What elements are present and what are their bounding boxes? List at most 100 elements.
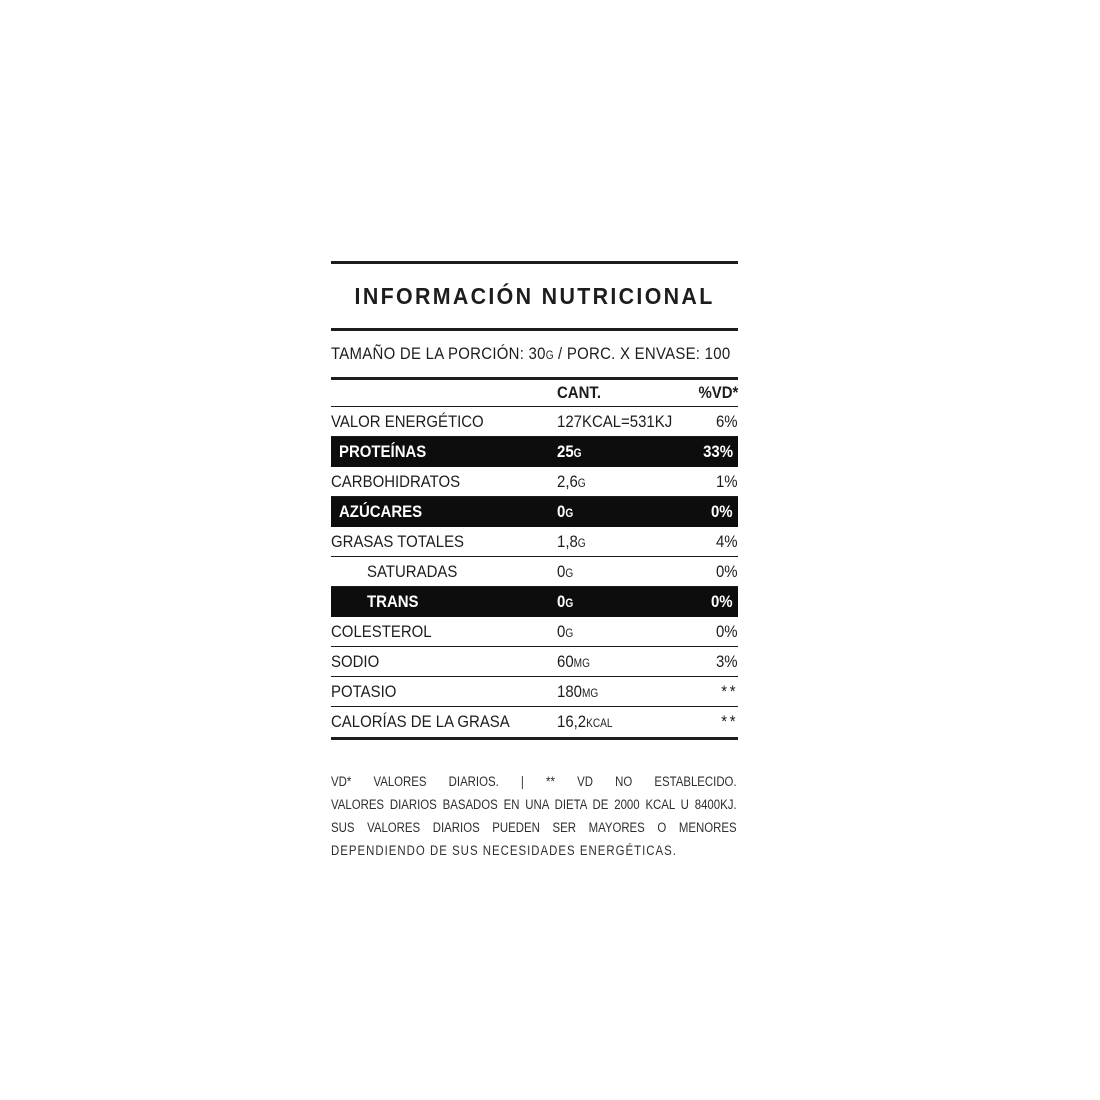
table-row: SODIO 60MG 3% (331, 647, 738, 677)
table-row: CARBOHIDRATOS 2,6G 1% (331, 467, 738, 497)
amount-value: 2,6 (557, 471, 578, 491)
nutrient-name-cell: COLESTEROL (331, 622, 557, 642)
footnote: VD* VALORES DIARIOS. | ** VD NO ESTABLEC… (331, 770, 738, 862)
footnote-line: SUS VALORES DIARIOS PUEDEN SER MAYORES O… (331, 820, 737, 835)
amount-column-header-cell: CANT. (557, 383, 674, 403)
dv-column-header: %VD* (698, 383, 738, 402)
dv-value: 0% (716, 621, 738, 641)
table-row: CALORÍAS DE LA GRASA 16,2KCAL ** (331, 707, 738, 737)
amount-cell: 25G (557, 442, 669, 462)
amount-value: 0 (557, 502, 566, 521)
nutrient-name-cell: TRANS (339, 592, 557, 612)
nutrient-table: VALOR ENERGÉTICO 127KCAL=531KJ 6% PROTEÍ… (331, 407, 738, 737)
nutrient-name-cell: SODIO (331, 652, 557, 672)
dv-value: ** (721, 681, 738, 701)
dv-cell: 33% (669, 442, 733, 462)
nutrient-name-cell: CARBOHIDRATOS (331, 472, 557, 492)
amount-value: 25 (557, 442, 574, 461)
dv-cell: 0% (674, 562, 738, 582)
amount-value: 180 (557, 681, 582, 701)
amount-text: 127KCAL=531KJ (557, 412, 672, 432)
dv-cell: 1% (674, 472, 738, 492)
nutrition-facts-panel: INFORMACIÓN NUTRICIONAL TAMAÑO DE LA POR… (331, 261, 738, 862)
serving-divider (331, 377, 738, 380)
nutrient-name-cell: POTASIO (331, 682, 557, 702)
amount-cell: 180MG (557, 682, 674, 702)
amount-unit: G (577, 477, 586, 490)
amount-cell: 127KCAL=531KJ (557, 412, 674, 432)
amount-unit: G (565, 627, 574, 640)
nutrient-name: AZÚCARES (339, 502, 423, 521)
dv-cell: 4% (674, 532, 738, 552)
nutrient-name-cell: AZÚCARES (339, 502, 557, 522)
amount-text: 180MG (557, 682, 598, 702)
panel-title: INFORMACIÓN NUTRICIONAL (354, 282, 715, 309)
amount-value: 0 (557, 561, 566, 581)
amount-text: 25G (557, 442, 582, 462)
dv-cell: 0% (669, 592, 733, 612)
amount-text: 0G (557, 562, 573, 582)
dv-value: 4% (716, 531, 738, 551)
nutrient-name: CARBOHIDRATOS (331, 471, 461, 491)
nutrient-name: SODIO (331, 651, 380, 671)
amount-cell: 0G (557, 592, 669, 612)
nutrient-name-cell: SATURADAS (331, 562, 557, 582)
amount-unit: G (573, 448, 582, 460)
dv-value: 0% (711, 592, 733, 611)
amount-text: 1,8G (557, 532, 586, 552)
serving-info: TAMAÑO DE LA PORCIÓN: 30G / PORC. X ENVA… (331, 331, 738, 377)
amount-cell: 1,8G (557, 532, 674, 552)
serving-text-post: / PORC. X ENVASE: 100 (553, 344, 731, 363)
amount-text: 16,2KCAL (557, 712, 613, 732)
amount-value: 60 (557, 651, 574, 671)
dv-cell: 6% (674, 412, 738, 432)
table-row: POTASIO 180MG ** (331, 677, 738, 707)
serving-text-pre: TAMAÑO DE LA PORCIÓN: 30 (331, 344, 546, 363)
dv-cell: 3% (674, 652, 738, 672)
dv-column-header-cell: %VD* (674, 383, 738, 403)
amount-unit: KCAL (586, 718, 613, 730)
amount-unit: G (565, 567, 574, 580)
serving-unit: G (545, 350, 554, 362)
title-block: INFORMACIÓN NUTRICIONAL (331, 264, 738, 328)
nutrient-name: POTASIO (331, 681, 397, 701)
amount-value: 0 (557, 621, 566, 641)
amount-value: 127KCAL=531KJ (557, 411, 673, 431)
nutrient-name: VALOR ENERGÉTICO (331, 411, 484, 431)
dv-cell: 0% (674, 622, 738, 642)
dv-value: 3% (716, 651, 738, 671)
dv-value: ** (721, 712, 738, 731)
amount-unit: G (577, 537, 586, 550)
table-row: VALOR ENERGÉTICO 127KCAL=531KJ 6% (331, 407, 738, 437)
nutrient-name: CALORÍAS DE LA GRASA (331, 712, 510, 731)
dv-cell: ** (674, 712, 738, 732)
dv-cell: 0% (669, 502, 733, 522)
nutrient-name: GRASAS TOTALES (331, 531, 465, 551)
dv-value: 0% (711, 502, 733, 521)
table-row: PROTEÍNAS 25G 33% (331, 437, 738, 467)
amount-cell: 0G (557, 622, 674, 642)
nutrient-name-cell: VALOR ENERGÉTICO (331, 412, 557, 432)
amount-unit: G (565, 508, 574, 520)
nutrient-name-cell: CALORÍAS DE LA GRASA (331, 712, 557, 732)
table-bottom-divider (331, 737, 738, 740)
nutrient-name: SATURADAS (367, 561, 458, 581)
table-row: COLESTEROL 0G 0% (331, 617, 738, 647)
dv-value: 0% (716, 561, 738, 581)
serving-text: TAMAÑO DE LA PORCIÓN: 30G / PORC. X ENVA… (331, 344, 730, 364)
amount-unit: MG (581, 687, 599, 700)
title-divider (331, 328, 738, 331)
amount-unit: MG (573, 657, 590, 670)
amount-cell: 60MG (557, 652, 674, 672)
amount-column-header: CANT. (557, 383, 602, 402)
amount-text: 0G (557, 622, 573, 642)
footnote-line: DEPENDIENDO DE SUS NECESIDADES ENERGÉTIC… (331, 843, 677, 858)
footnote-line: VALORES DIARIOS BASADOS EN UNA DIETA DE … (331, 797, 737, 812)
table-row: AZÚCARES 0G 0% (331, 497, 738, 527)
nutrient-name: PROTEÍNAS (339, 442, 427, 461)
amount-text: 0G (557, 502, 573, 522)
amount-value: 1,8 (557, 531, 578, 551)
amount-cell: 2,6G (557, 472, 674, 492)
top-divider (331, 261, 738, 264)
amount-text: 60MG (557, 652, 590, 672)
